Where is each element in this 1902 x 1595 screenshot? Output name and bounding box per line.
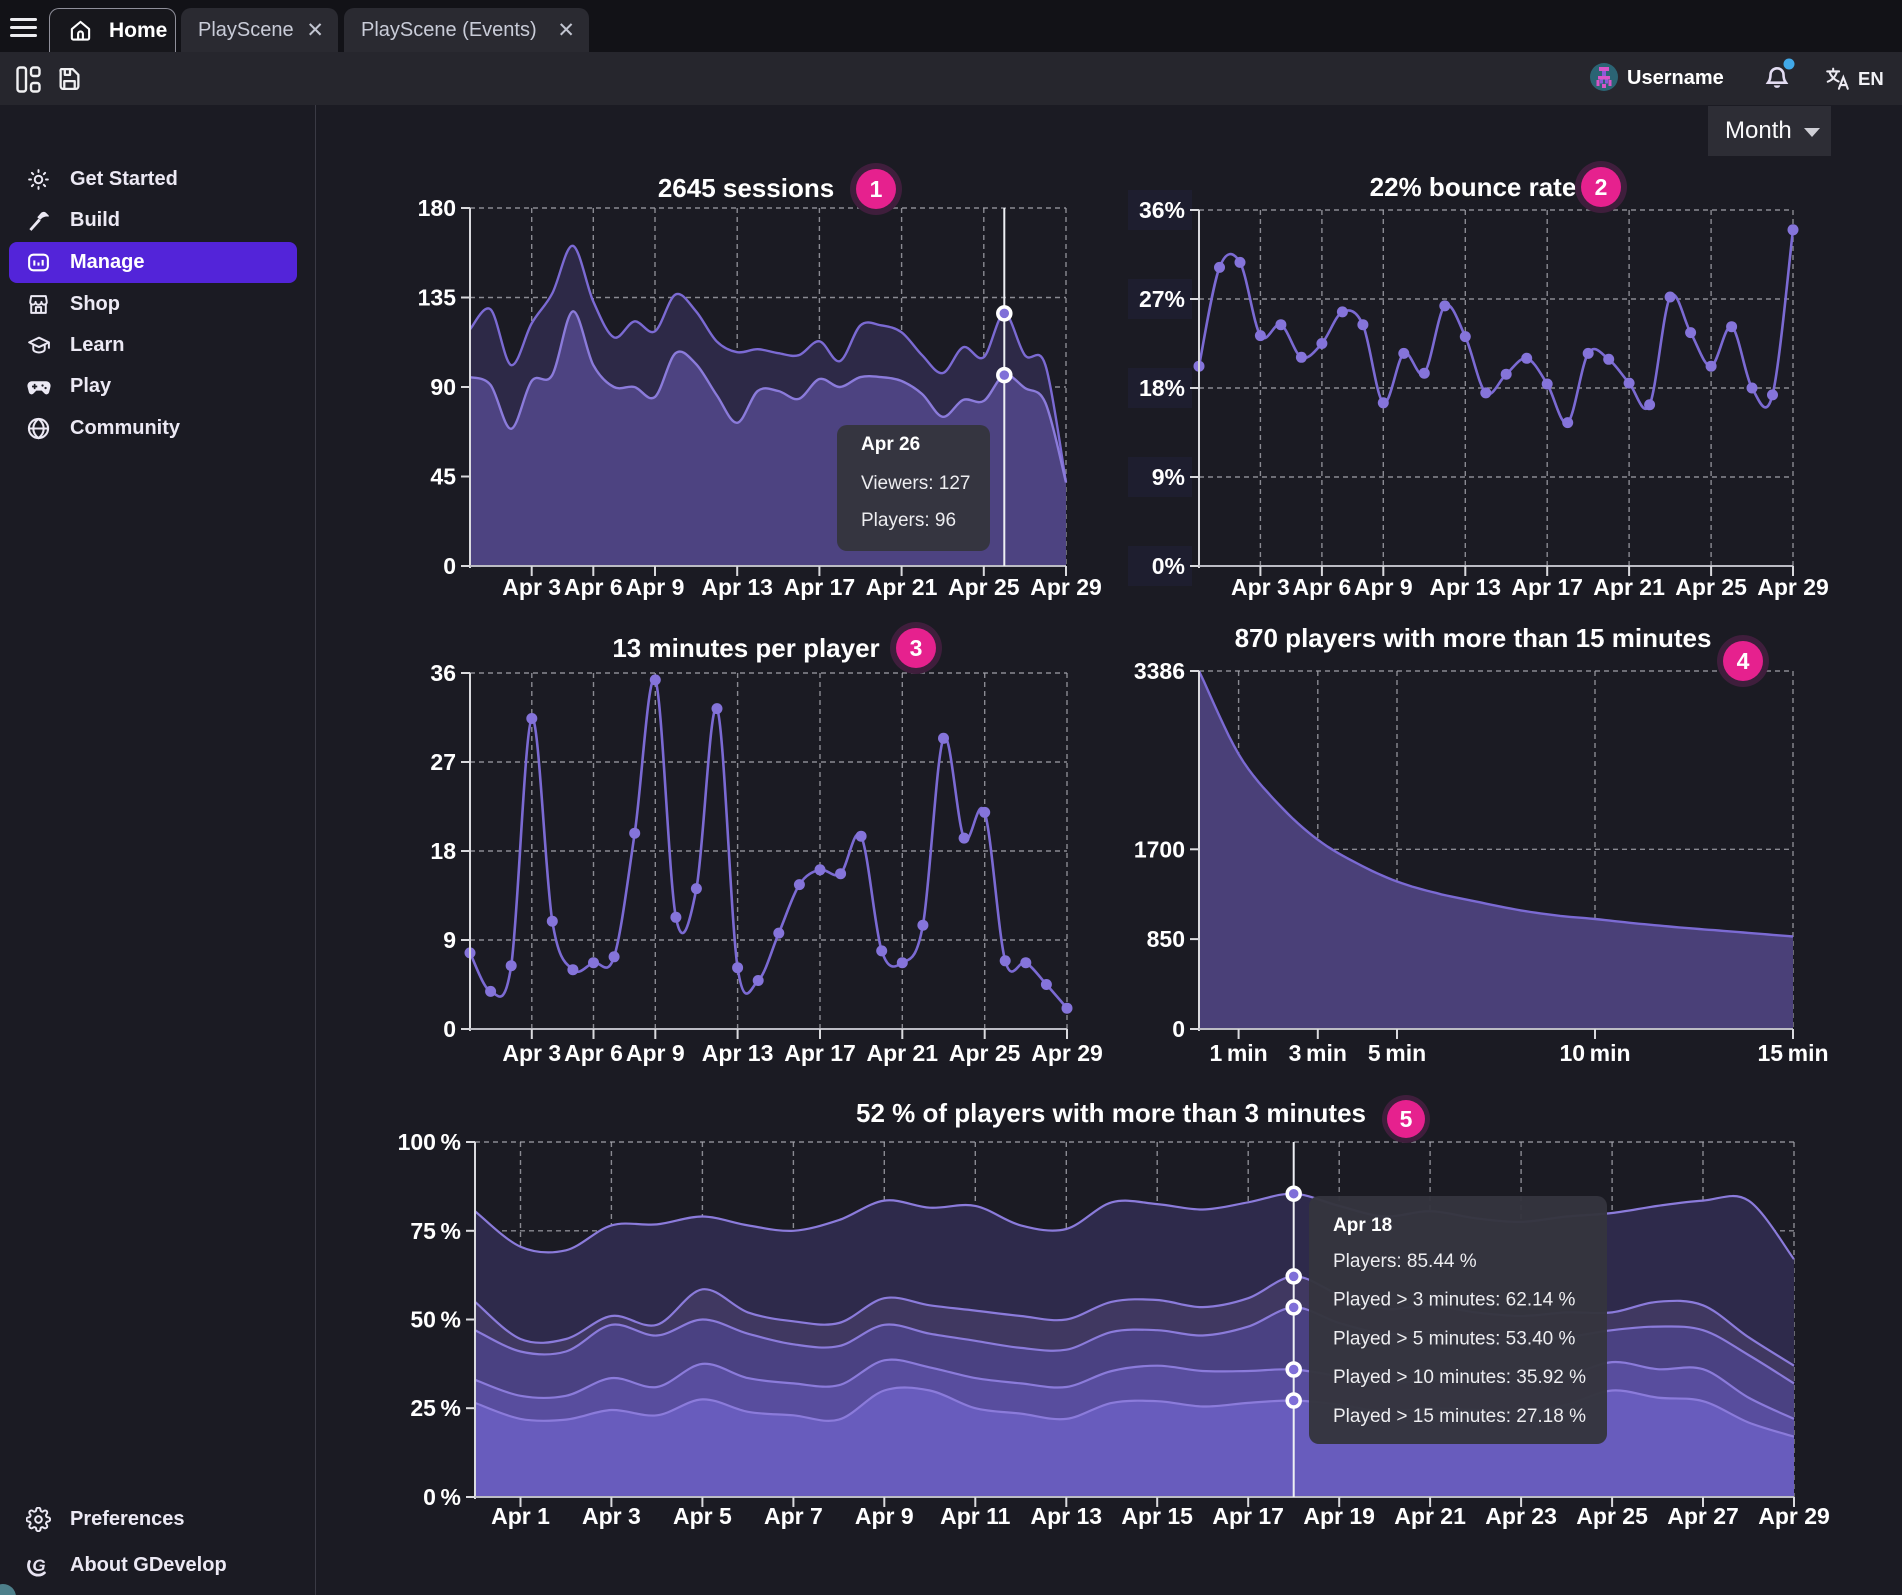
svg-text:135: 135 (418, 285, 457, 311)
svg-text:9: 9 (443, 927, 456, 953)
svg-text:22% bounce rate: 22% bounce rate (1370, 172, 1577, 202)
svg-text:Apr 3: Apr 3 (1231, 574, 1290, 600)
svg-text:Apr 6: Apr 6 (564, 1040, 623, 1066)
svg-text:Apr 1: Apr 1 (491, 1503, 550, 1529)
svg-text:9%: 9% (1152, 464, 1185, 490)
svg-text:Apr 13: Apr 13 (702, 1040, 774, 1066)
svg-text:Apr 21: Apr 21 (1593, 574, 1665, 600)
svg-text:36: 36 (430, 660, 456, 686)
svg-text:180: 180 (418, 195, 456, 221)
svg-text:90: 90 (430, 374, 456, 400)
svg-text:25 %: 25 % (410, 1395, 461, 1421)
svg-text:1700: 1700 (1134, 836, 1185, 862)
svg-text:Apr 3: Apr 3 (582, 1503, 641, 1529)
svg-text:100 %: 100 % (398, 1129, 461, 1155)
svg-text:Apr 19: Apr 19 (1303, 1503, 1375, 1529)
svg-text:Apr 27: Apr 27 (1667, 1503, 1739, 1529)
svg-text:Apr 17: Apr 17 (784, 574, 856, 600)
svg-text:3386: 3386 (1134, 658, 1185, 684)
svg-text:Apr 21: Apr 21 (1394, 1503, 1466, 1529)
svg-text:4: 4 (1737, 648, 1750, 674)
svg-text:Apr 15: Apr 15 (1121, 1503, 1193, 1529)
svg-text:Apr 3: Apr 3 (502, 1040, 561, 1066)
svg-text:Players: 96: Players: 96 (861, 510, 956, 531)
svg-text:Played > 10 minutes: 35.92 %: Played > 10 minutes: 35.92 % (1333, 1367, 1586, 1388)
svg-text:Apr 25: Apr 25 (948, 574, 1020, 600)
svg-text:3: 3 (910, 635, 923, 661)
svg-text:870 players with more than 15: 870 players with more than 15 minutes (1235, 623, 1712, 653)
svg-text:Apr 17: Apr 17 (1212, 1503, 1284, 1529)
svg-text:0 %: 0 % (423, 1484, 461, 1510)
svg-text:3 min: 3 min (1289, 1040, 1347, 1066)
svg-text:0: 0 (1172, 1016, 1185, 1042)
svg-text:Apr 17: Apr 17 (1511, 574, 1583, 600)
svg-text:Apr 25: Apr 25 (949, 1040, 1021, 1066)
svg-text:1: 1 (870, 176, 883, 202)
svg-text:Apr 18: Apr 18 (1333, 1215, 1392, 1236)
svg-text:Apr 9: Apr 9 (855, 1503, 914, 1529)
svg-text:1 min: 1 min (1209, 1040, 1267, 1066)
svg-text:Apr 6: Apr 6 (1293, 574, 1352, 600)
svg-text:Apr 11: Apr 11 (940, 1503, 1011, 1529)
svg-text:2: 2 (1595, 174, 1608, 200)
svg-text:10 min: 10 min (1559, 1040, 1630, 1066)
svg-text:18: 18 (430, 838, 456, 864)
svg-text:Apr 25: Apr 25 (1576, 1503, 1648, 1529)
svg-text:Apr 26: Apr 26 (861, 434, 920, 455)
svg-text:Apr 17: Apr 17 (784, 1040, 856, 1066)
svg-text:45: 45 (430, 464, 456, 490)
svg-text:Players: 85.44 %: Players: 85.44 % (1333, 1251, 1477, 1272)
svg-text:18%: 18% (1139, 375, 1185, 401)
svg-text:Apr 29: Apr 29 (1030, 574, 1102, 600)
svg-text:Apr 13: Apr 13 (1031, 1503, 1103, 1529)
svg-text:0: 0 (443, 553, 456, 579)
svg-text:Viewers: 127: Viewers: 127 (861, 473, 971, 494)
svg-text:Apr 29: Apr 29 (1757, 574, 1829, 600)
svg-text:Apr 21: Apr 21 (866, 574, 938, 600)
svg-text:Played > 5 minutes: 53.40 %: Played > 5 minutes: 53.40 % (1333, 1328, 1576, 1349)
svg-text:Apr 9: Apr 9 (626, 1040, 685, 1066)
svg-text:Apr 9: Apr 9 (1354, 574, 1413, 600)
svg-text:Apr 6: Apr 6 (564, 574, 623, 600)
svg-text:Apr 9: Apr 9 (626, 574, 685, 600)
svg-text:5: 5 (1400, 1106, 1413, 1132)
svg-text:75 %: 75 % (410, 1218, 461, 1244)
svg-text:0%: 0% (1152, 553, 1185, 579)
svg-text:52 % of players with more than: 52 % of players with more than 3 minutes (856, 1098, 1366, 1128)
svg-text:Played > 3 minutes: 62.14 %: Played > 3 minutes: 62.14 % (1333, 1290, 1576, 1311)
svg-text:Apr 23: Apr 23 (1485, 1503, 1557, 1529)
svg-text:Apr 29: Apr 29 (1758, 1503, 1830, 1529)
svg-text:Apr 13: Apr 13 (701, 574, 773, 600)
svg-text:36%: 36% (1139, 197, 1185, 223)
svg-text:2645 sessions: 2645 sessions (658, 173, 834, 203)
svg-text:50 %: 50 % (410, 1307, 461, 1333)
svg-text:Apr 29: Apr 29 (1031, 1040, 1103, 1066)
svg-text:13 minutes per player: 13 minutes per player (612, 633, 879, 663)
svg-text:15 min: 15 min (1757, 1040, 1828, 1066)
svg-text:Apr 5: Apr 5 (673, 1503, 732, 1529)
svg-text:G: G (32, 1556, 45, 1575)
svg-text:27: 27 (430, 749, 456, 775)
svg-text:Apr 7: Apr 7 (764, 1503, 823, 1529)
svg-text:Apr 13: Apr 13 (1430, 574, 1502, 600)
svg-text:5 min: 5 min (1368, 1040, 1426, 1066)
svg-text:Played > 15 minutes: 27.18 %: Played > 15 minutes: 27.18 % (1333, 1406, 1586, 1427)
svg-text:Apr 25: Apr 25 (1675, 574, 1747, 600)
svg-text:Apr 3: Apr 3 (502, 574, 561, 600)
svg-text:0: 0 (443, 1016, 456, 1042)
svg-text:850: 850 (1147, 926, 1185, 952)
svg-text:27%: 27% (1139, 286, 1185, 312)
svg-text:Apr 21: Apr 21 (867, 1040, 939, 1066)
